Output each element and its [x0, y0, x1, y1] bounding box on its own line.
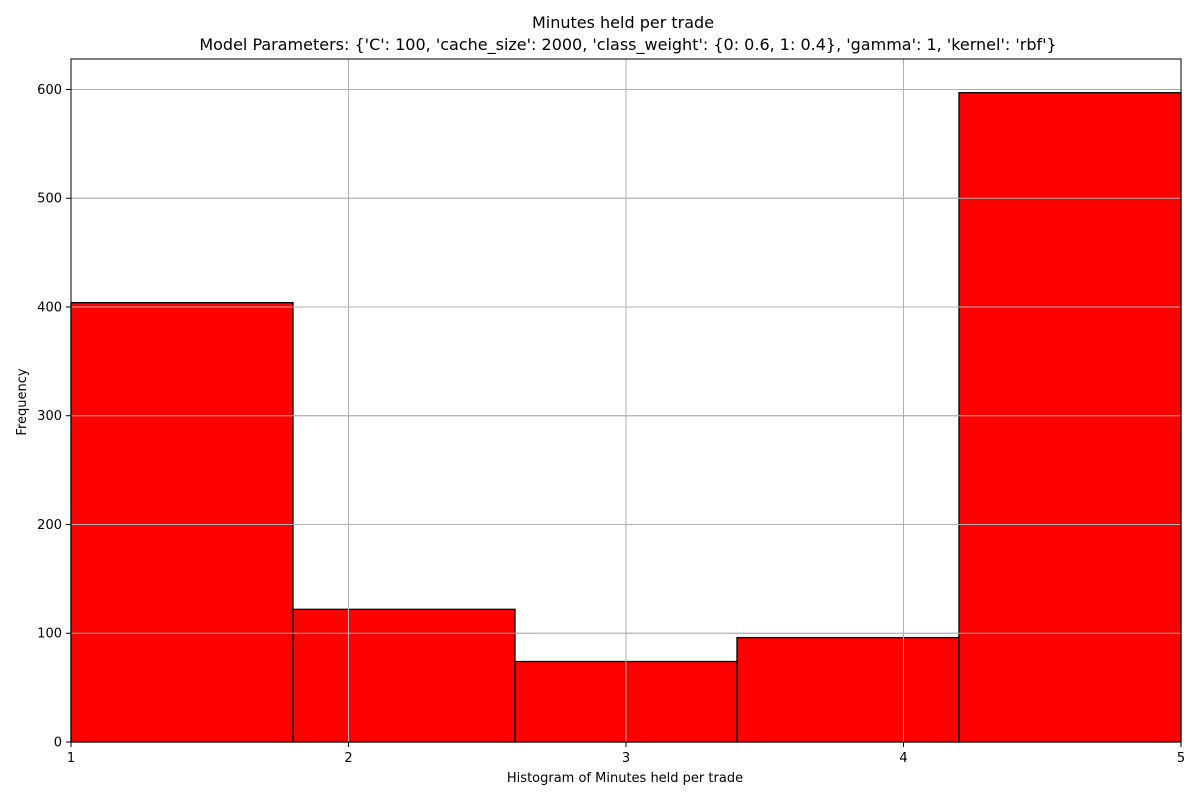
x-tick-label: 4 — [899, 751, 907, 766]
x-tick-label: 1 — [67, 751, 75, 766]
chart-title: Minutes held per trade — [532, 13, 714, 32]
y-tick-label: 600 — [37, 83, 62, 98]
axes: 1 2 3 4 5 0 100 200 300 400 500 600 — [37, 58, 1185, 766]
histogram-bar-5 — [958, 92, 1182, 743]
y-tick-label: 300 — [37, 409, 62, 424]
y-tick-label: 200 — [37, 518, 62, 533]
histogram-bar-2 — [292, 608, 516, 743]
y-axis-label: Frequency — [15, 368, 30, 435]
y-tick-label: 400 — [37, 300, 62, 315]
x-tick-label: 2 — [344, 751, 352, 766]
chart-subtitle: Model Parameters: {'C': 100, 'cache_size… — [199, 35, 1056, 55]
x-axis-label: Histogram of Minutes held per trade — [507, 771, 743, 786]
histogram-bar-1 — [70, 301, 294, 743]
histogram-bar-4 — [736, 636, 960, 743]
histogram-bars — [70, 92, 1182, 743]
y-tick-label: 0 — [54, 736, 62, 751]
y-tick-label: 500 — [37, 192, 62, 207]
y-tick-label: 100 — [37, 627, 62, 642]
chart-labels: Minutes held per trade Model Parameters:… — [15, 13, 1057, 786]
x-tick-label: 5 — [1177, 751, 1185, 766]
x-tick-label: 3 — [622, 751, 630, 766]
